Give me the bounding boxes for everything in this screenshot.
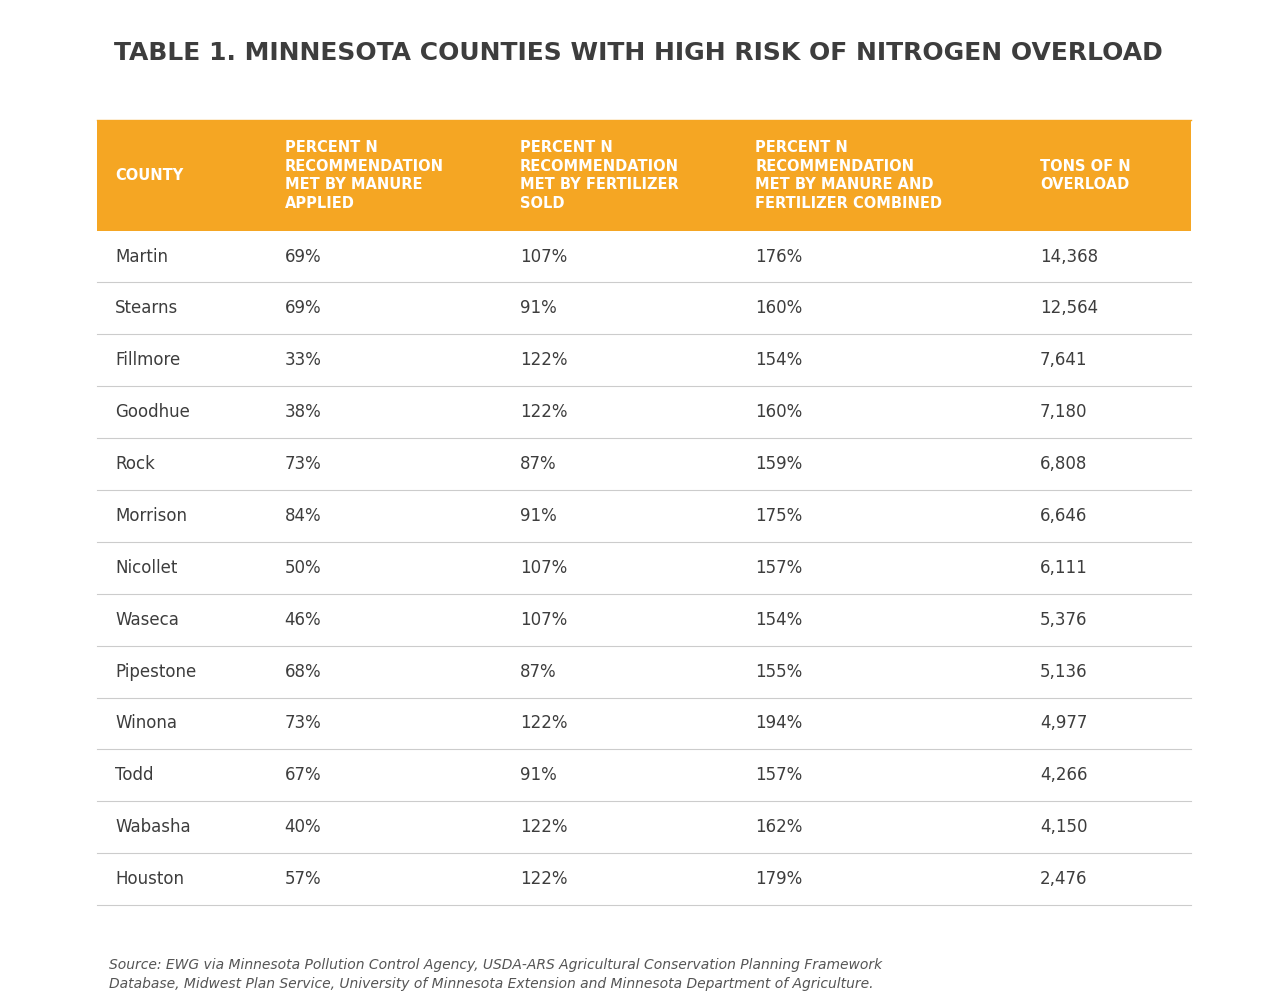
Text: 12,564: 12,564 [1040,300,1099,317]
Text: 38%: 38% [285,403,322,422]
FancyBboxPatch shape [97,542,1192,594]
FancyBboxPatch shape [97,853,1192,905]
Text: Martin: Martin [115,248,168,266]
FancyBboxPatch shape [97,230,1192,283]
Text: COUNTY: COUNTY [115,168,184,183]
FancyBboxPatch shape [97,697,1192,749]
Text: PERCENT N
RECOMMENDATION
MET BY MANURE
APPLIED: PERCENT N RECOMMENDATION MET BY MANURE A… [285,140,444,210]
Text: 84%: 84% [285,507,322,525]
Text: 122%: 122% [521,818,568,836]
Text: Houston: Houston [115,870,184,888]
FancyBboxPatch shape [97,749,1192,802]
Text: Stearns: Stearns [115,300,179,317]
Text: 73%: 73% [285,455,322,473]
Text: TONS OF N
OVERLOAD: TONS OF N OVERLOAD [1040,159,1131,192]
Text: 87%: 87% [521,663,556,681]
Text: 73%: 73% [285,714,322,732]
FancyBboxPatch shape [97,646,1192,697]
Text: 68%: 68% [285,663,322,681]
Text: 122%: 122% [521,351,568,369]
Text: 160%: 160% [755,403,803,422]
Text: 67%: 67% [285,767,322,785]
Text: 154%: 154% [755,351,803,369]
Text: 7,641: 7,641 [1040,351,1087,369]
Text: 2,476: 2,476 [1040,870,1087,888]
Text: Winona: Winona [115,714,177,732]
Text: PERCENT N
RECOMMENDATION
MET BY FERTILIZER
SOLD: PERCENT N RECOMMENDATION MET BY FERTILIZ… [521,140,679,210]
Text: 154%: 154% [755,611,803,629]
FancyBboxPatch shape [97,438,1192,490]
Text: 160%: 160% [755,300,803,317]
Text: 162%: 162% [755,818,803,836]
Text: 176%: 176% [755,248,803,266]
Text: 155%: 155% [755,663,803,681]
Text: 4,977: 4,977 [1040,714,1087,732]
Text: 91%: 91% [521,300,556,317]
FancyBboxPatch shape [97,386,1192,438]
Text: Wabasha: Wabasha [115,818,190,836]
Text: 157%: 157% [755,767,803,785]
Text: 5,136: 5,136 [1040,663,1087,681]
Text: 107%: 107% [521,558,568,576]
FancyBboxPatch shape [97,334,1192,386]
Text: TABLE 1. MINNESOTA COUNTIES WITH HIGH RISK OF NITROGEN OVERLOAD: TABLE 1. MINNESOTA COUNTIES WITH HIGH RI… [114,41,1162,64]
FancyBboxPatch shape [97,594,1192,646]
Text: 69%: 69% [285,300,322,317]
Text: 159%: 159% [755,455,803,473]
Text: 50%: 50% [285,558,322,576]
Text: 5,376: 5,376 [1040,611,1087,629]
Text: Todd: Todd [115,767,153,785]
Text: Pipestone: Pipestone [115,663,197,681]
FancyBboxPatch shape [97,802,1192,853]
Text: 40%: 40% [285,818,322,836]
Text: 87%: 87% [521,455,556,473]
Text: 6,111: 6,111 [1040,558,1087,576]
FancyBboxPatch shape [97,490,1192,542]
FancyBboxPatch shape [97,120,1192,230]
Text: 14,368: 14,368 [1040,248,1099,266]
Text: 6,646: 6,646 [1040,507,1087,525]
Text: 194%: 194% [755,714,803,732]
Text: 91%: 91% [521,507,556,525]
Text: 4,266: 4,266 [1040,767,1087,785]
Text: Source: EWG via Minnesota Pollution Control Agency, USDA-ARS Agricultural Conser: Source: EWG via Minnesota Pollution Cont… [108,958,882,991]
Text: 46%: 46% [285,611,322,629]
Text: 122%: 122% [521,714,568,732]
Text: Morrison: Morrison [115,507,188,525]
Text: Goodhue: Goodhue [115,403,190,422]
Text: Rock: Rock [115,455,154,473]
Text: 107%: 107% [521,248,568,266]
Text: 122%: 122% [521,870,568,888]
Text: 33%: 33% [285,351,322,369]
FancyBboxPatch shape [97,283,1192,334]
Text: 69%: 69% [285,248,322,266]
Text: Fillmore: Fillmore [115,351,180,369]
Text: 7,180: 7,180 [1040,403,1087,422]
Text: Waseca: Waseca [115,611,179,629]
Text: 6,808: 6,808 [1040,455,1087,473]
Text: 91%: 91% [521,767,556,785]
Text: 107%: 107% [521,611,568,629]
Text: 4,150: 4,150 [1040,818,1087,836]
Text: Nicollet: Nicollet [115,558,177,576]
Text: 122%: 122% [521,403,568,422]
Text: 179%: 179% [755,870,803,888]
Text: PERCENT N
RECOMMENDATION
MET BY MANURE AND
FERTILIZER COMBINED: PERCENT N RECOMMENDATION MET BY MANURE A… [755,140,943,210]
Text: 175%: 175% [755,507,803,525]
Text: 157%: 157% [755,558,803,576]
Text: 57%: 57% [285,870,322,888]
